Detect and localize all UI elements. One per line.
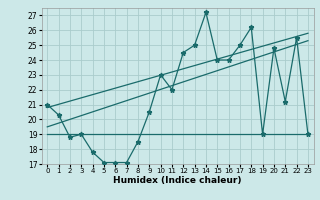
X-axis label: Humidex (Indice chaleur): Humidex (Indice chaleur): [113, 176, 242, 185]
